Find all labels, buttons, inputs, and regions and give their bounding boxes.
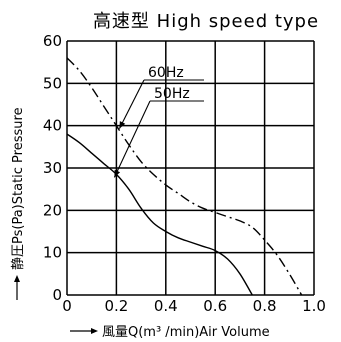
x-axis-label-group: 風量Q(m³ /min)Air Volume <box>70 325 270 340</box>
curves <box>66 57 303 296</box>
x-axis-label: 風量Q(m³ /min)Air Volume <box>102 325 270 340</box>
y-axis-label: 静圧Ps(Pa)Static Pressure <box>11 107 26 270</box>
legend: 60Hz 50Hz <box>113 65 204 178</box>
x-tick-label: 0.4 <box>154 297 178 315</box>
grid <box>66 40 315 296</box>
x-axis-arrow-head <box>91 328 98 334</box>
y-axis-label-group: 静圧Ps(Pa)Static Pressure <box>11 107 26 300</box>
y-tick-label: 50 <box>43 74 62 92</box>
series-line-60hz <box>66 57 303 296</box>
x-tick-label: 0.6 <box>203 297 227 315</box>
legend-leader-arrowhead <box>119 121 126 129</box>
y-tick-label: 30 <box>43 159 62 177</box>
tick-labels: 0 0.2 0.4 0.6 0.8 1.0 0 10 20 30 40 50 60 <box>43 32 326 315</box>
legend-label-60hz: 60Hz <box>148 65 184 81</box>
y-tick-label: 40 <box>43 117 62 135</box>
y-tick-label: 60 <box>43 32 62 50</box>
x-tick-label: 0.8 <box>253 297 277 315</box>
y-tick-label: 10 <box>43 244 62 262</box>
x-tick-label: 0.2 <box>104 297 128 315</box>
y-tick-label: 0 <box>52 286 62 304</box>
legend-label-50hz: 50Hz <box>154 86 190 102</box>
series-line-50hz <box>66 133 253 296</box>
y-tick-label: 20 <box>43 201 62 219</box>
x-tick-label: 1.0 <box>302 297 326 315</box>
x-tick-label: 0 <box>62 297 72 315</box>
legend-leader <box>113 100 151 178</box>
chart-title: 高速型 High speed type <box>93 11 319 32</box>
legend-leader <box>118 79 145 129</box>
y-axis-arrow-head <box>14 275 20 282</box>
legend-leader-arrowhead <box>114 169 121 178</box>
